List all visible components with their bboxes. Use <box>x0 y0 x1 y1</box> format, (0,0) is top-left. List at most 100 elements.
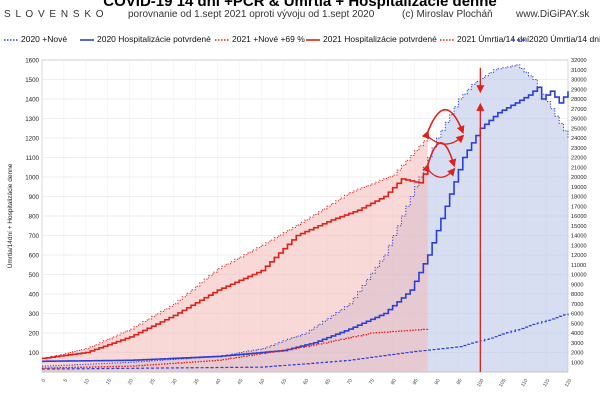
legend-label: 2020 +Nové <box>21 34 68 44</box>
legend-item: 2020 Úmrtia/14 dní <box>512 34 600 44</box>
chart-title: COVID-19 14 dní +PCR & Úmrtia + Hospital… <box>103 0 497 10</box>
legend-item: 2020 Hospitalizácie potvrdené <box>80 34 211 44</box>
x-tick-label: 75 <box>368 378 376 386</box>
right-tick-label: 2000 <box>571 351 583 357</box>
right-tick-label: 9000 <box>571 282 583 288</box>
x-tick-label: 115 <box>542 378 551 388</box>
right-tick-label: 14000 <box>571 234 587 240</box>
right-tick-label: 3000 <box>571 341 583 347</box>
x-tick-label: 35 <box>193 378 201 386</box>
legend: 2020 +Nové 2020 Hospitalizácie potvrdené 2… <box>0 34 600 48</box>
x-tick-label: 90 <box>434 378 442 386</box>
legend-label: 2021 Hospitalizácie potvrdené <box>323 34 437 44</box>
x-tick-label: 5 <box>63 378 70 384</box>
left-tick-label: 1300 <box>25 116 39 123</box>
right-tick-label: 23000 <box>571 146 587 152</box>
subtitle-row: S L O V E N S K O porovnanie od 1.sept 2… <box>0 9 600 23</box>
legend-item: 2020 +Nové <box>4 34 67 44</box>
x-tick-label: 85 <box>412 378 420 386</box>
left-tick-label: 900 <box>29 194 40 201</box>
series-line-3 <box>42 165 429 360</box>
legend-swatch <box>80 38 94 41</box>
annotation-curve-under-2 <box>427 167 456 178</box>
series-area-2 <box>42 136 428 372</box>
legend-item: 2021 Úmrtia/14 dní <box>440 34 529 44</box>
left-tick-label: 1000 <box>25 175 39 182</box>
right-tick-label: 8000 <box>571 292 583 298</box>
right-tick-label: 31000 <box>571 68 587 74</box>
x-tick-label: 45 <box>236 378 244 386</box>
left-tick-label: 200 <box>29 331 40 338</box>
author-label: (c) Miroslav Plocháň <box>402 9 493 20</box>
left-tick-label: 1600 <box>25 58 39 65</box>
x-tick-label: 100 <box>476 378 485 388</box>
annotation-curve-under-1 <box>427 134 465 145</box>
left-tick-label: 700 <box>29 233 40 240</box>
right-tick-label: 22000 <box>571 156 587 162</box>
left-tick-label: 1500 <box>25 77 39 84</box>
x-tick-label: 65 <box>324 378 332 386</box>
right-tick-label: 19000 <box>571 185 587 191</box>
x-tick-label: 10 <box>83 378 91 386</box>
right-tick-label: 27000 <box>571 107 587 113</box>
x-tick-label: 0 <box>41 378 48 384</box>
left-tick-label: 600 <box>29 253 40 260</box>
x-tick-label: 110 <box>520 378 529 388</box>
left-tick-label: 300 <box>29 311 40 318</box>
right-tick-label: 11000 <box>571 263 586 269</box>
left-tick-label: 1100 <box>26 155 40 162</box>
right-tick-label: 29000 <box>571 87 587 93</box>
right-tick-label: 12000 <box>571 253 587 259</box>
x-tick-label: 95 <box>456 378 464 386</box>
legend-swatch <box>215 38 229 41</box>
x-tick-label: 70 <box>346 378 354 386</box>
site-label: www.DiGiPAY.sk <box>516 9 590 20</box>
x-tick-label: 15 <box>105 378 113 386</box>
legend-swatch <box>4 38 18 41</box>
legend-item: 2021 +Nové +69 % <box>215 34 305 44</box>
right-tick-label: 4000 <box>571 331 583 337</box>
right-tick-label: 15000 <box>571 224 587 230</box>
x-tick-label: 30 <box>171 378 179 386</box>
legend-label: 2021 +Nové +69 % <box>232 34 305 44</box>
legend-item: 2021 Hospitalizácie potvrdené <box>306 34 437 44</box>
legend-label: 2020 Hospitalizácie potvrdené <box>97 34 211 44</box>
x-tick-label: 60 <box>302 378 310 386</box>
right-tick-label: 24000 <box>571 136 587 142</box>
left-tick-label: 1400 <box>25 97 39 104</box>
x-tick-label: 40 <box>215 378 223 386</box>
legend-swatch <box>306 38 320 41</box>
x-tick-label: 55 <box>280 378 288 386</box>
left-axis-label: Úmrtia/14dní + Hospitalizácie denne <box>5 163 14 268</box>
left-tick-label: 800 <box>29 214 40 221</box>
right-tick-label: 30000 <box>571 78 587 84</box>
right-tick-label: 6000 <box>571 312 583 318</box>
legend-swatch <box>512 38 526 41</box>
right-tick-label: 16000 <box>571 214 587 220</box>
right-tick-label: 20000 <box>571 175 587 181</box>
right-tick-label: 17000 <box>571 204 587 210</box>
right-tick-label: 28000 <box>571 97 587 103</box>
x-tick-label: 20 <box>127 378 135 386</box>
x-tick-label: 120 <box>564 378 573 388</box>
annotation-curve-1 <box>421 109 465 140</box>
left-tick-label: 100 <box>29 350 40 357</box>
country-label: S L O V E N S K O <box>4 9 105 20</box>
right-tick-label: 7000 <box>571 302 583 308</box>
series-line-4 <box>42 328 429 369</box>
right-tick-label: 21000 <box>571 165 587 171</box>
legend-swatch <box>440 38 454 41</box>
right-tick-label: 18000 <box>571 195 587 201</box>
x-tick-label: 25 <box>149 378 157 386</box>
right-tick-label: 5000 <box>571 321 583 327</box>
x-tick-label: 50 <box>258 378 266 386</box>
right-tick-label: 13000 <box>571 243 587 249</box>
right-tick-label: 10000 <box>571 273 587 279</box>
series-line-2 <box>42 136 429 359</box>
legend-label: 2021 Úmrtia/14 dní <box>457 34 530 44</box>
left-tick-label: 400 <box>29 292 40 299</box>
right-tick-label: 25000 <box>571 126 587 132</box>
comparison-label: porovnanie od 1.sept 2021 oproti vývoju … <box>128 9 375 20</box>
left-tick-label: 500 <box>29 272 40 279</box>
